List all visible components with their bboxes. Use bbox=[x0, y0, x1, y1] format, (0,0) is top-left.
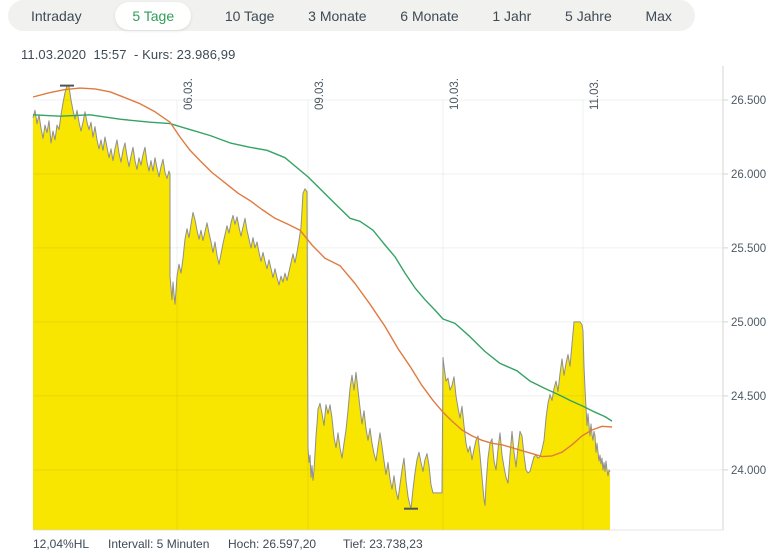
tab-3-monate[interactable]: 3 Monate bbox=[308, 7, 367, 24]
y-axis-label: 26.000 bbox=[731, 169, 766, 181]
price-line bbox=[32, 85, 611, 509]
tab-10-tage[interactable]: 10 Tage bbox=[224, 7, 275, 24]
tab-intraday[interactable]: Intraday bbox=[31, 7, 82, 24]
y-axis-label: 24.000 bbox=[731, 465, 766, 477]
y-axis-label: 25.500 bbox=[731, 243, 766, 255]
ma-line-orange bbox=[32, 87, 613, 458]
tab-6-monate[interactable]: 6 Monate bbox=[400, 7, 459, 24]
y-axis-label: 26.500 bbox=[731, 95, 766, 107]
x-axis-label: 10.03. bbox=[449, 78, 461, 110]
tab-max[interactable]: Max bbox=[645, 7, 672, 24]
y-axis-label: 24.500 bbox=[731, 391, 766, 403]
x-axis-label: 09.03. bbox=[314, 78, 326, 110]
tab-5-jahre[interactable]: 5 Jahre bbox=[565, 7, 612, 24]
low-label: Tief: 23.738,23 bbox=[343, 537, 423, 551]
period-tabbar: Intraday 5 Tage 10 Tage 3 Monate 6 Monat… bbox=[8, 0, 695, 31]
ma-line-green bbox=[32, 114, 613, 422]
quote-timestamp-price: 11.03.2020 15:57 - Kurs: 23.986,99 bbox=[21, 47, 236, 62]
high-label: Hoch: 26.597,20 bbox=[228, 537, 317, 551]
interval-label: Intervall: 5 Minuten bbox=[108, 537, 210, 551]
chart-footer: 12,04%HL Intervall: 5 Minuten Hoch: 26.5… bbox=[0, 537, 781, 553]
x-axis-label: 11.03. bbox=[589, 79, 601, 110]
tab-5-tage[interactable]: 5 Tage bbox=[115, 1, 192, 30]
performance-label: 12,04%HL bbox=[33, 537, 90, 551]
x-axis-label: 06.03. bbox=[183, 78, 195, 110]
tab-1-jahr[interactable]: 1 Jahr bbox=[492, 7, 532, 24]
price-area bbox=[33, 85, 610, 530]
y-axis-label: 25.000 bbox=[731, 317, 766, 329]
